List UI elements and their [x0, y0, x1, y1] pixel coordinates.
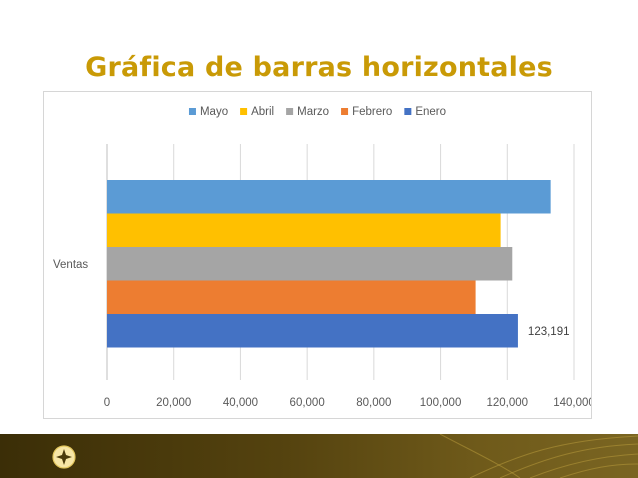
legend-swatch-marzo — [286, 108, 294, 115]
bar-chart: 0 20,000 40,000 60,000 80,000 100,000 120,000 1… — [53, 106, 591, 409]
x-tick-label: 100,000 — [420, 397, 462, 409]
bar-marzo — [107, 247, 513, 281]
footer-band — [0, 434, 638, 478]
x-tick-label: 20,000 — [156, 397, 191, 409]
legend-label-enero: Enero — [415, 106, 446, 118]
data-label: 123,191 — [528, 326, 570, 338]
x-tick-label: 40,000 — [223, 397, 258, 409]
legend-swatch-enero — [404, 108, 412, 115]
x-tick-label: 140,000 — [553, 397, 591, 409]
bar-febrero — [107, 280, 476, 314]
legend-label-febrero: Febrero — [352, 106, 392, 118]
x-tick-label: 120,000 — [486, 397, 528, 409]
x-tick-label: 80,000 — [356, 397, 391, 409]
bar-mayo — [107, 180, 551, 214]
legend-swatch-mayo — [188, 108, 196, 115]
chart-area: 0 20,000 40,000 60,000 80,000 100,000 120,000 1… — [43, 91, 592, 419]
x-tick-label: 0 — [104, 397, 110, 409]
legend-label-marzo: Marzo — [297, 106, 329, 118]
legend-swatch-abril — [240, 108, 248, 115]
legend-label-mayo: Mayo — [200, 106, 228, 118]
legend-label-abril: Abril — [251, 106, 274, 118]
diamond-star-icon — [52, 445, 76, 469]
bar-abril — [107, 213, 501, 247]
bar-enero — [107, 314, 518, 348]
category-label: Ventas — [53, 259, 88, 271]
legend-swatch-febrero — [341, 108, 349, 115]
slide-title: Gráfica de barras horizontales — [85, 52, 553, 83]
x-tick-label: 60,000 — [290, 397, 325, 409]
